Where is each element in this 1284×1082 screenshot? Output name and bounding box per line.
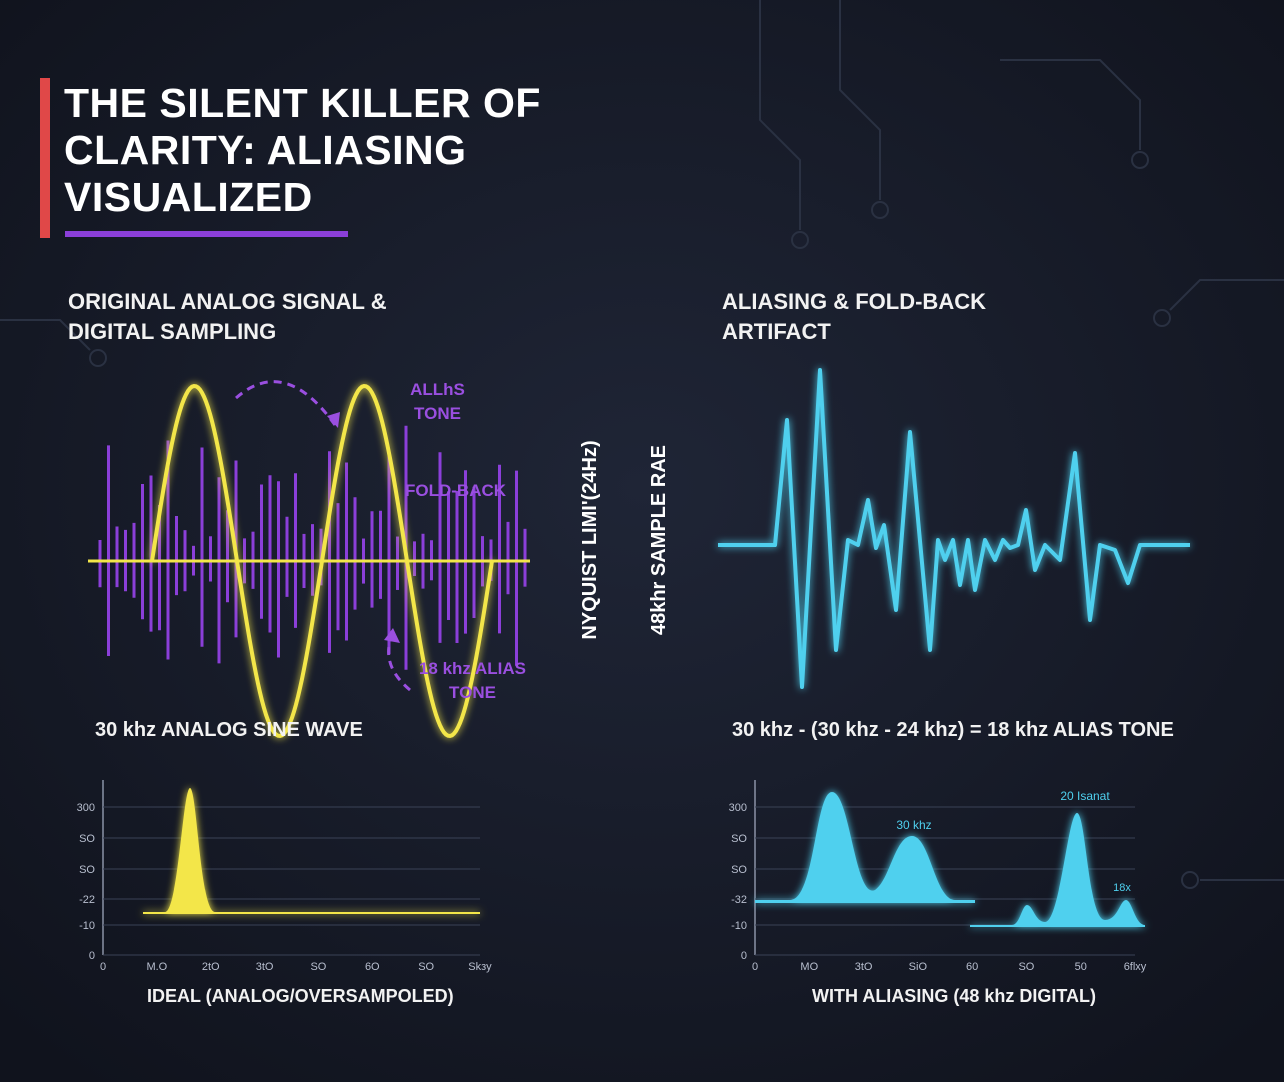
x-tick-label: M.O <box>146 961 167 973</box>
analog-sine <box>150 383 494 739</box>
y-tick-label: -10 <box>731 920 747 932</box>
y-tick-label: SO <box>79 864 95 876</box>
x-tick-label: 0 <box>100 961 106 973</box>
divider-label: NYQUIST LIMI'(24Hz) <box>579 440 601 639</box>
panel-heading: ORIGINAL ANALOG SIGNAL & DIGITAL SAMPLIN… <box>68 289 387 344</box>
spectrum-peak <box>143 788 480 914</box>
caption: 30 khz - (30 khz - 24 khz) = 18 khz ALIA… <box>732 719 1174 741</box>
peak-label: 20 Isanat <box>1060 789 1110 803</box>
sample-lines <box>98 425 527 670</box>
caption: IDEAL (ANALOG/OVERSAMPOLED) <box>147 986 454 1006</box>
spectrum-peak <box>970 813 1145 927</box>
title-bar <box>40 78 50 238</box>
peak-label: 30 khz <box>896 818 931 832</box>
arrow-head <box>327 412 340 428</box>
x-tick-label: SO <box>310 961 326 973</box>
x-tick-label: 6flxy <box>1124 961 1147 973</box>
spectrum-peak <box>755 792 975 903</box>
x-tick-label: MO <box>800 961 818 973</box>
y-tick-label: SO <box>731 833 747 845</box>
x-tick-label: 6O <box>365 961 380 973</box>
y-tick-label: 300 <box>729 802 747 814</box>
y-tick-label: SO <box>731 864 747 876</box>
annotation: 18 khz ALIAS TONE <box>418 659 527 702</box>
x-tick-label: 3tO <box>855 961 873 973</box>
x-tick-label: SO <box>1018 961 1034 973</box>
x-tick-label: 2tO <box>202 961 220 973</box>
divider-label: 48khr SAMPLE RAE <box>648 445 670 635</box>
arrow-head <box>384 628 400 643</box>
x-tick-label: Skзy <box>468 961 492 973</box>
arrow <box>235 380 337 426</box>
x-tick-label: 0 <box>752 961 758 973</box>
y-tick-label: 0 <box>89 950 95 962</box>
annotation: FOLD-BACK <box>405 481 507 500</box>
y-tick-label: -10 <box>79 920 95 932</box>
title-underline <box>65 231 348 237</box>
x-tick-label: 50 <box>1075 961 1087 973</box>
circuit-decor <box>0 0 1284 889</box>
x-tick-label: 60 <box>966 961 978 973</box>
y-tick-label: 0 <box>741 950 747 962</box>
x-tick-label: 3tO <box>256 961 274 973</box>
title: THE SILENT KILLER OF CLARITY: ALIASING V… <box>64 80 541 220</box>
panel-heading: ALIASING & FOLD-BACK ARTIFACT <box>722 289 986 344</box>
spectrum-left: 300 SO SO -22 -10 00 M.O 2tO 3tO SO 6O SO Skзy <box>77 780 492 973</box>
y-tick-label: 300 <box>77 802 95 814</box>
y-tick-label: SO <box>79 833 95 845</box>
peak-label: 18x <box>1113 882 1131 894</box>
annotation: ALLhS TONE <box>410 380 465 423</box>
x-tick-label: SO <box>418 961 434 973</box>
caption: 30 khz ANALOG SINE WAVE <box>95 719 363 741</box>
aliased-wave <box>718 368 1190 689</box>
x-tick-label: SiO <box>909 961 928 973</box>
caption: WITH ALIASING (48 khz DIGITAL) <box>812 986 1096 1006</box>
y-tick-label: -22 <box>79 894 95 906</box>
y-tick-label: -32 <box>731 894 747 906</box>
